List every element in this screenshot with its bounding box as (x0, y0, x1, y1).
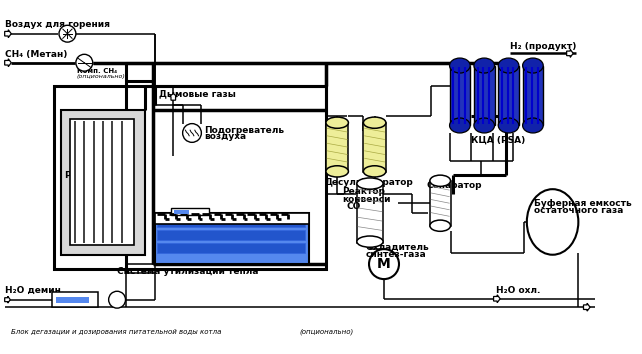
Circle shape (76, 54, 92, 71)
Text: Десульф.: Десульф. (325, 178, 375, 187)
Text: Комп. СН₄: Комп. СН₄ (77, 68, 117, 74)
Text: М: М (377, 257, 391, 271)
Polygon shape (4, 296, 10, 303)
Text: конверси: конверси (342, 195, 390, 204)
Ellipse shape (523, 58, 543, 73)
Ellipse shape (357, 236, 383, 247)
Text: КЦА (PSA): КЦА (PSA) (471, 136, 525, 145)
Ellipse shape (326, 166, 349, 177)
Text: Реактор: Реактор (342, 188, 385, 196)
Text: СН₄ (Метан): СН₄ (Метан) (4, 50, 67, 59)
Bar (523, 65, 543, 125)
Text: Н₂О охл.: Н₂О охл. (496, 286, 541, 295)
Circle shape (59, 25, 76, 42)
Bar (357, 184, 383, 242)
Bar (157, 244, 306, 253)
Bar (157, 230, 306, 240)
Ellipse shape (357, 178, 383, 189)
Circle shape (108, 291, 125, 308)
Polygon shape (584, 303, 590, 311)
Bar (55, 86, 326, 269)
Ellipse shape (523, 118, 543, 133)
Polygon shape (4, 59, 12, 67)
Bar (174, 210, 189, 213)
Polygon shape (4, 30, 12, 38)
Text: Риформер: Риформер (64, 171, 118, 179)
Bar (56, 297, 89, 303)
Text: Дымовые газы: Дымовые газы (159, 89, 236, 98)
Ellipse shape (498, 58, 519, 73)
Text: (опционально): (опционально) (77, 74, 126, 79)
Circle shape (369, 249, 399, 279)
Text: Система утилизации тепла: Система утилизации тепла (117, 267, 258, 276)
Bar (326, 123, 349, 172)
Ellipse shape (474, 118, 494, 133)
Polygon shape (494, 295, 500, 303)
Text: (опционально): (опционально) (300, 328, 354, 335)
Bar (363, 123, 386, 172)
Bar (449, 65, 470, 125)
Bar (51, 292, 98, 307)
Text: Воздух для горения: Воздух для горения (4, 20, 110, 29)
Polygon shape (567, 50, 573, 57)
Ellipse shape (498, 118, 519, 133)
Bar (474, 65, 494, 125)
Text: Сепаратор: Сепаратор (426, 181, 482, 190)
Ellipse shape (430, 175, 451, 186)
Polygon shape (169, 94, 177, 100)
Ellipse shape (326, 117, 349, 128)
Text: Блок дегазации и дозирования питательной воды котла: Блок дегазации и дозирования питательной… (12, 329, 221, 335)
Bar (171, 208, 209, 215)
Text: синтез-газа: синтез-газа (365, 250, 426, 259)
Bar (498, 65, 519, 125)
Text: Охладитель: Охладитель (365, 243, 429, 252)
Ellipse shape (527, 189, 578, 255)
Ellipse shape (363, 117, 386, 128)
Text: воздуха: воздуха (204, 132, 247, 141)
Ellipse shape (363, 166, 386, 177)
Ellipse shape (449, 118, 470, 133)
Bar (61, 110, 145, 255)
Bar (157, 217, 306, 227)
Text: Буферная емкость: Буферная емкость (534, 199, 632, 208)
Text: остаточного газа: остаточного газа (534, 206, 623, 215)
Ellipse shape (449, 58, 470, 73)
Text: Гидратор: Гидратор (363, 178, 413, 187)
Ellipse shape (430, 220, 451, 231)
Circle shape (182, 124, 202, 142)
Text: Н₂ (продукт): Н₂ (продукт) (510, 42, 577, 51)
Bar (155, 213, 309, 224)
Ellipse shape (474, 58, 494, 73)
Text: Н₂О демин.: Н₂О демин. (4, 286, 64, 295)
Text: СО: СО (347, 202, 361, 211)
Bar (430, 181, 451, 226)
Text: Подогреватель: Подогреватель (204, 126, 284, 135)
Bar (155, 213, 309, 264)
Bar (70, 119, 134, 245)
